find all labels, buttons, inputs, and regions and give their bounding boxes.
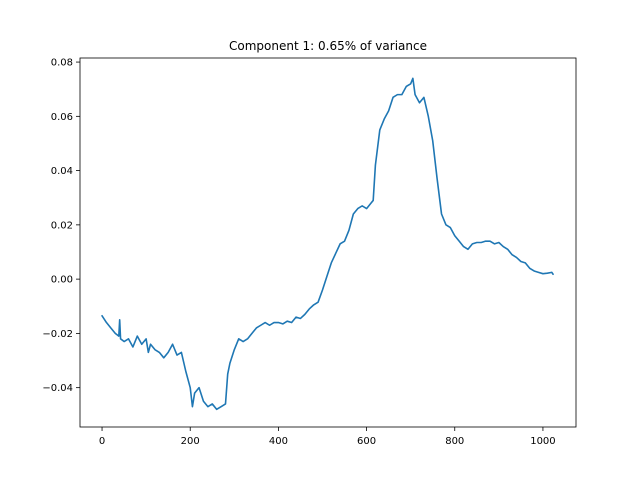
axes-frame [79, 57, 577, 428]
y-tick-label: 0.00 [51, 275, 73, 286]
y-tick-label: −0.04 [42, 383, 73, 394]
plot-area: 0 200 400 600 800 1000 −0.04 −0.02 0.00 0.02 0.04 0… [42, 57, 577, 447]
x-tick-label: 800 [445, 436, 464, 447]
y-tick-label: 0.06 [51, 112, 73, 123]
series-line-0 [101, 77, 554, 411]
y-tick-label: 0.02 [51, 220, 73, 231]
x-tick-label: 1000 [530, 436, 555, 447]
y-tick-label: 0.04 [51, 166, 73, 177]
x-tick-label: 400 [269, 436, 288, 447]
chart-title: Component 1: 0.65% of variance [229, 39, 427, 53]
y-tick-label: −0.02 [42, 329, 73, 340]
x-tick-label: 200 [181, 436, 200, 447]
x-tick-label: 0 [99, 436, 105, 447]
x-tick-label: 600 [357, 436, 376, 447]
y-tick-label: 0.08 [51, 58, 73, 69]
